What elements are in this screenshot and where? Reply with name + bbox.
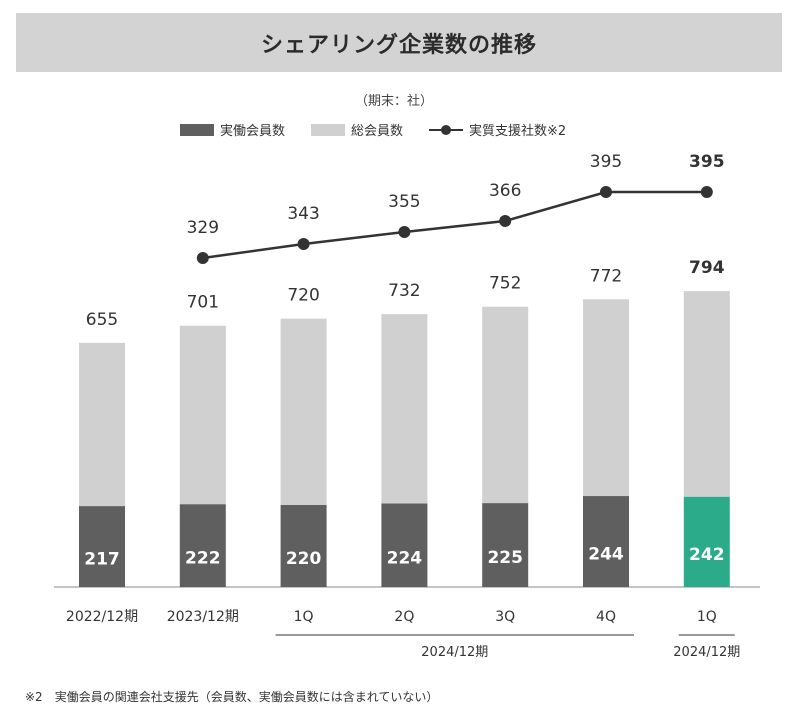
line-point-label: 329 (187, 218, 219, 238)
legend-label-supported: 実質支援社数※2 (469, 124, 567, 139)
legend-swatch-active (180, 123, 214, 136)
x-tick-label: 1Q (697, 609, 717, 625)
bar-active (381, 503, 428, 587)
bar-active-label: 244 (588, 545, 624, 565)
bar-active (79, 506, 125, 587)
x-tick-label: 3Q (495, 609, 515, 625)
bar-total (583, 299, 629, 497)
line-point-label: 366 (489, 181, 521, 201)
legend-item-supported: 実質支援社数※2 (429, 120, 566, 139)
bar-active (583, 496, 629, 587)
legend-label-total: 総会員数 (351, 124, 404, 139)
line-point (499, 215, 512, 227)
bar-active-label: 242 (689, 545, 725, 565)
legend-item-active: 実働会員数 (180, 120, 285, 139)
line-point-label: 355 (388, 192, 420, 212)
group-label: 2024/12期 (673, 645, 740, 660)
chart-title: シェアリング企業数の推移 (260, 32, 537, 58)
legend-item-total: 総会員数 (311, 120, 403, 139)
bar-total (482, 306, 529, 504)
bar-active-label: 222 (185, 549, 221, 569)
line-point-label: 395 (590, 152, 622, 172)
bar-active (280, 505, 327, 587)
bar-total (179, 325, 226, 505)
bar-total-label: 701 (187, 293, 219, 313)
x-tick-label: 2023/12期 (167, 609, 239, 625)
bar-total (280, 318, 327, 506)
bar-total-label: 772 (590, 266, 622, 286)
legend-label-active: 実働会員数 (220, 124, 286, 139)
bar-total-label: 752 (489, 274, 521, 294)
bar-total-label: 655 (86, 310, 118, 330)
bar-active-label: 224 (387, 548, 423, 568)
x-tick-label: 2Q (394, 609, 414, 625)
bar-active (482, 503, 529, 587)
x-tick-label: 4Q (596, 609, 616, 625)
bar-total-label: 794 (689, 258, 725, 278)
unit-note: （期末：社） (354, 94, 433, 109)
group-label: 2024/12期 (421, 645, 488, 660)
x-tick-label: 2022/12期 (66, 609, 138, 625)
bar-active-label: 217 (84, 550, 120, 570)
bar-total (79, 342, 125, 507)
x-tick-label: 1Q (294, 609, 314, 625)
legend-line-marker-icon (429, 124, 464, 135)
line-point-label: 343 (287, 204, 319, 224)
bar-active-label: 220 (286, 549, 322, 569)
bar-active (179, 504, 226, 587)
line-point (700, 186, 713, 198)
line-point-label: 395 (689, 152, 725, 172)
line-point (600, 186, 612, 198)
legend-swatch-total (311, 123, 346, 136)
title-bar: シェアリング企業数の推移 (16, 13, 782, 72)
legend: 実働会員数 総会員数 実質支援社数※2 (180, 120, 592, 139)
line-point (297, 238, 310, 250)
footnote: ※2 実働会員の関連会社支援先（会員数、実働会員数には含まれていない） (25, 690, 439, 704)
bar-active-label: 225 (487, 548, 523, 568)
line-point (196, 252, 209, 264)
bar-active (683, 496, 730, 587)
bar-total-label: 732 (388, 281, 420, 301)
bar-total (683, 291, 730, 497)
bar-total-label: 720 (287, 286, 319, 306)
bar-total (381, 314, 428, 504)
line-point (398, 226, 411, 238)
line-supported (202, 190, 707, 260)
